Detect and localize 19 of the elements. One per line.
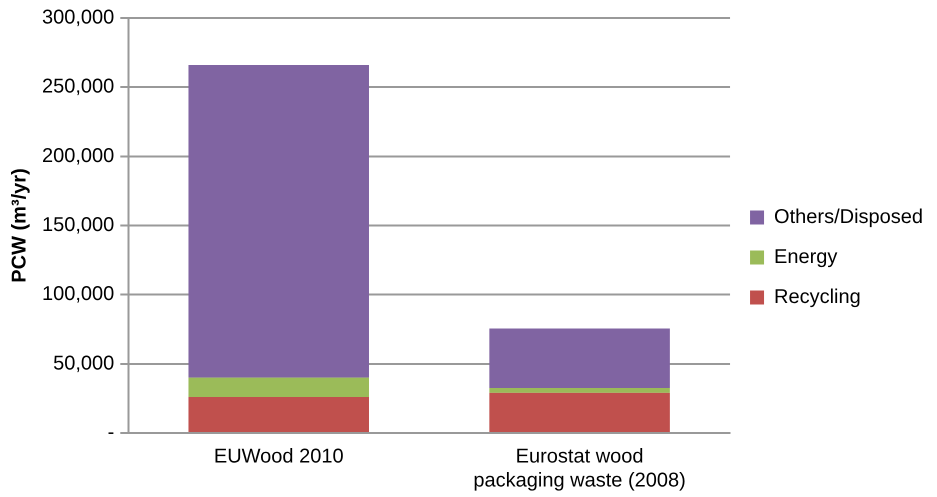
bar bbox=[489, 328, 670, 388]
y-tick-label: 100,000 bbox=[42, 283, 114, 306]
y-tick-label: 50,000 bbox=[53, 352, 114, 374]
y-tick-label: - bbox=[108, 422, 114, 444]
y-tick-label: 200,000 bbox=[42, 144, 114, 167]
x-tick-label: Eurostat wood packaging waste (2008) bbox=[473, 446, 686, 492]
x-tick-label: EUWood 2010 bbox=[214, 446, 344, 468]
y-axis-title: PCW (m³/yr) bbox=[8, 168, 31, 283]
bar bbox=[188, 378, 369, 398]
y-tick-label: 250,000 bbox=[42, 76, 114, 98]
bar bbox=[489, 392, 670, 432]
bar bbox=[188, 65, 369, 378]
legend-label: Others/Disposed bbox=[774, 206, 924, 228]
bar bbox=[489, 388, 670, 393]
y-tick-label: 300,000 bbox=[42, 6, 114, 29]
legend-label: Recycling bbox=[774, 286, 861, 308]
legend-label: Energy bbox=[774, 246, 838, 268]
y-tick-label: 150,000 bbox=[42, 214, 114, 236]
bar bbox=[188, 397, 369, 432]
